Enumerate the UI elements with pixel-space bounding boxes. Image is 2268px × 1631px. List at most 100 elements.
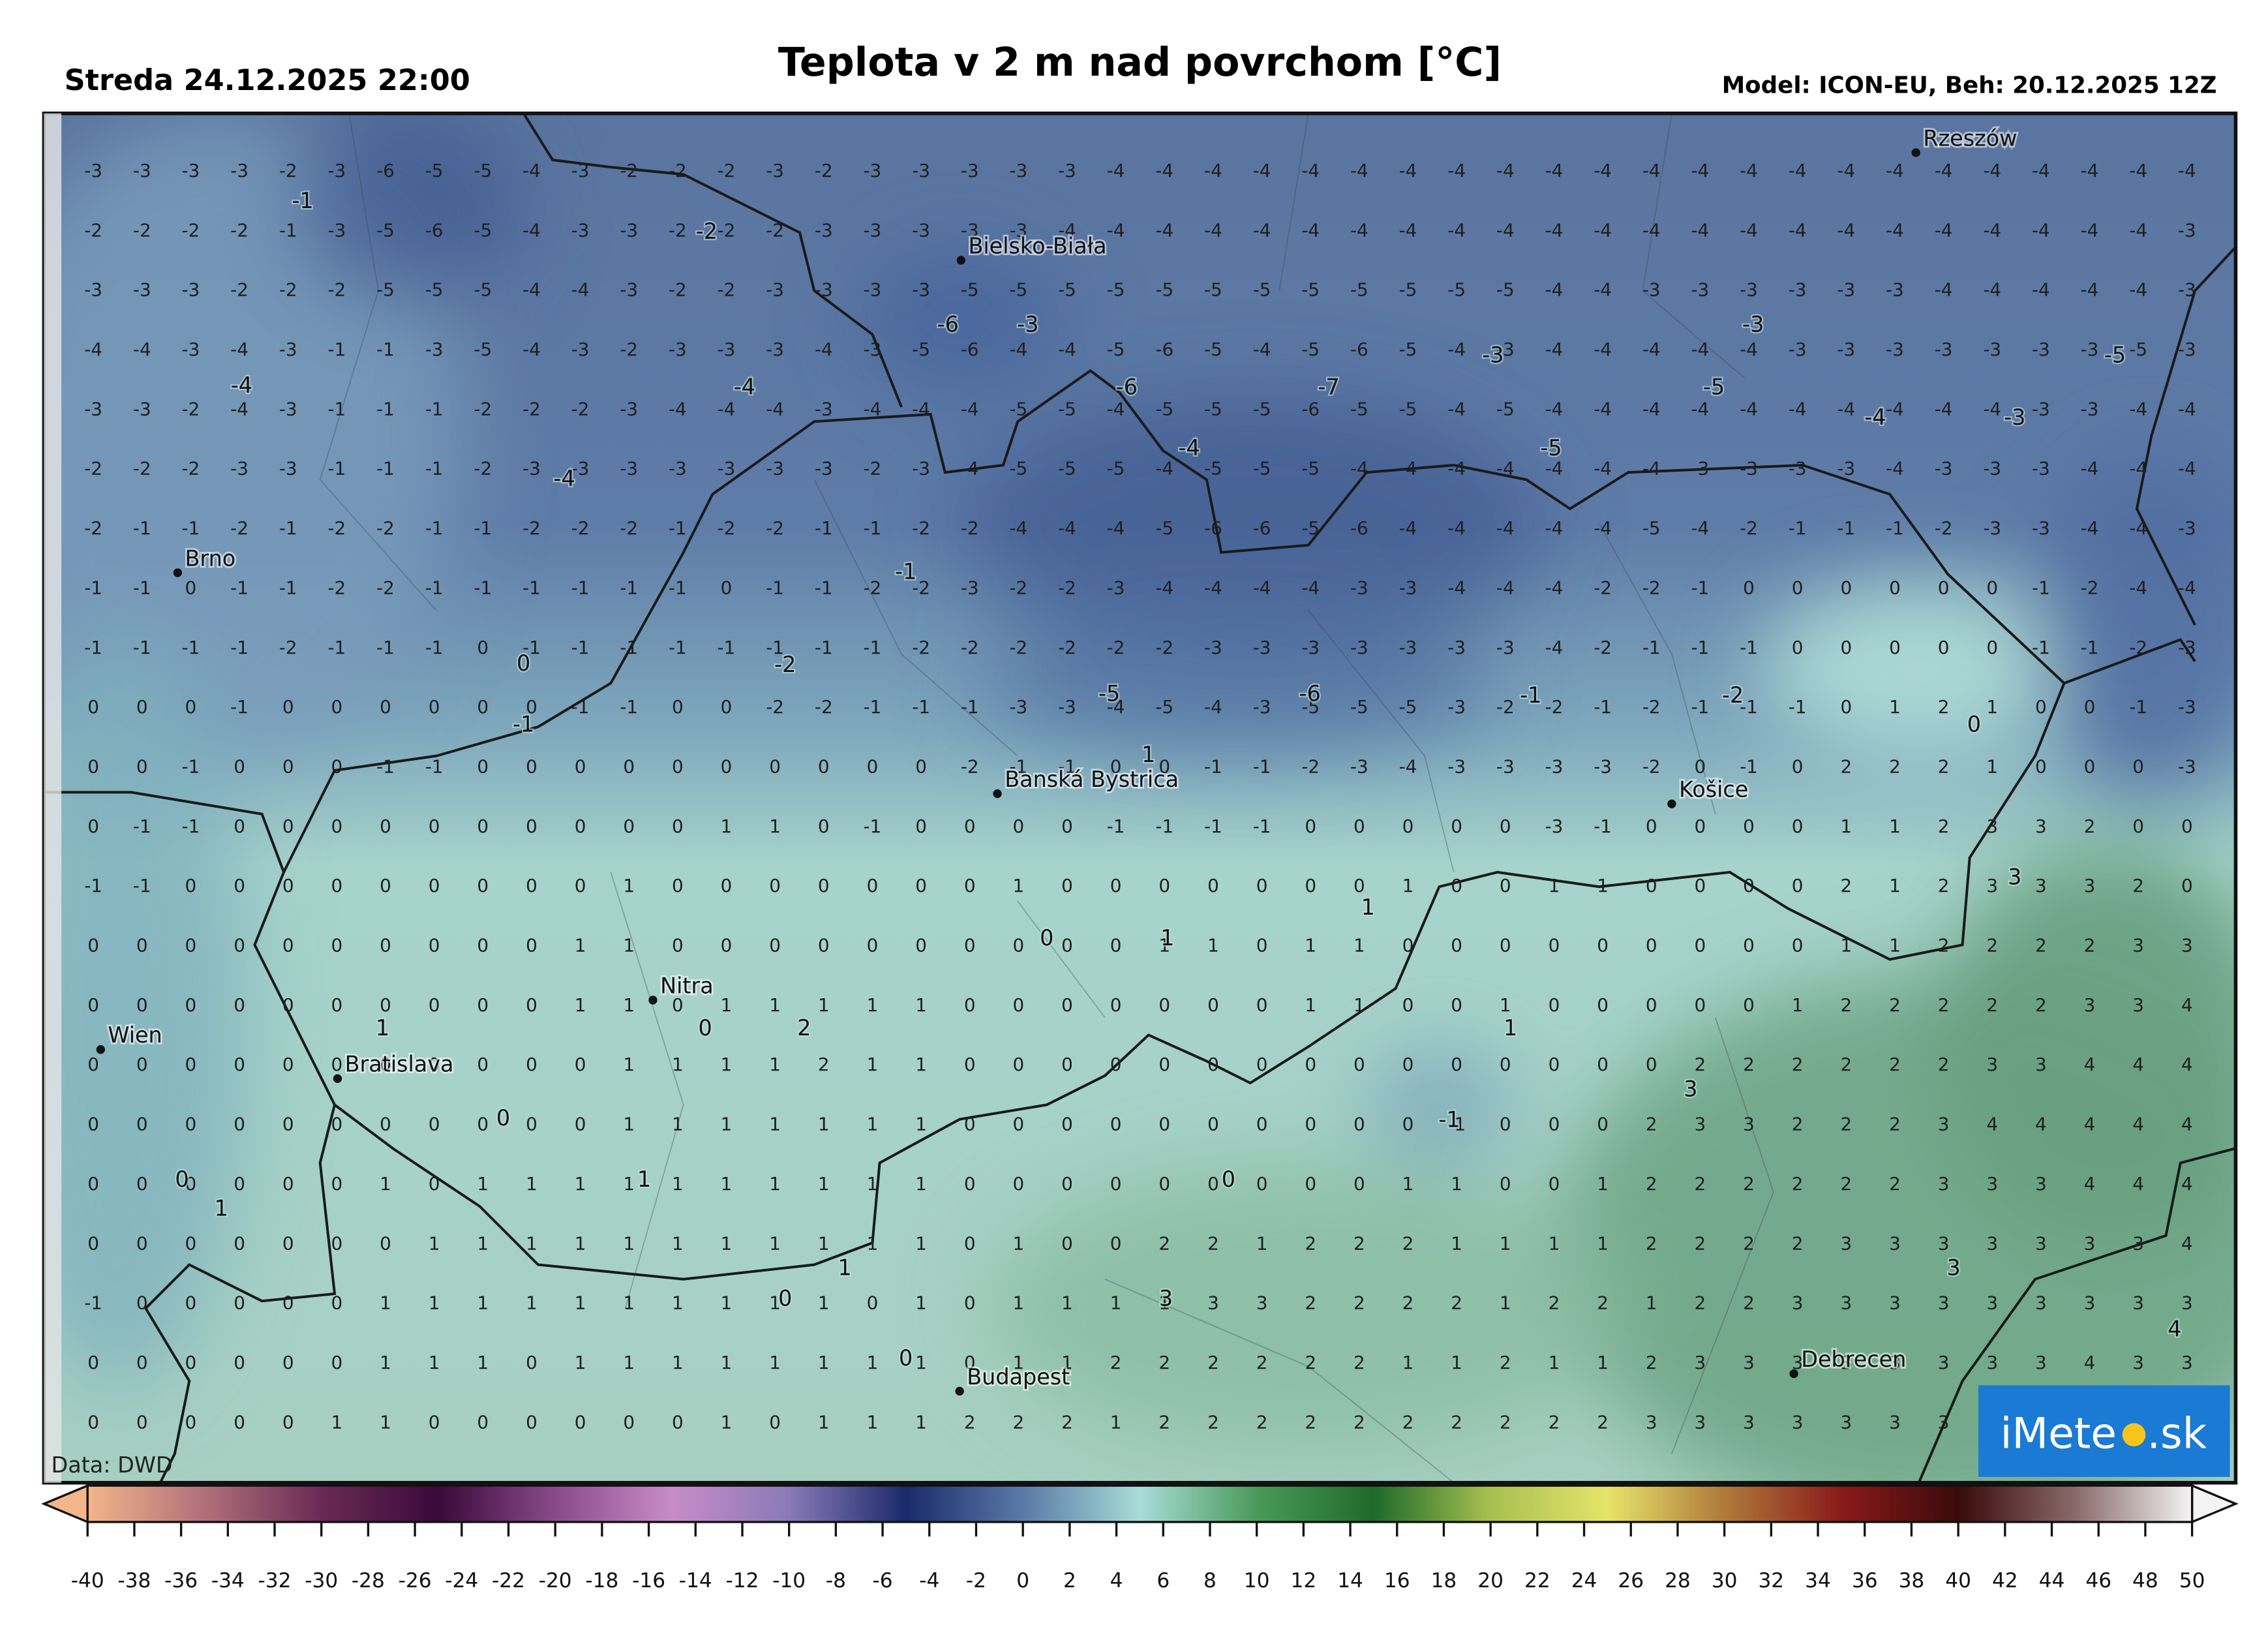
grid-value: 1	[915, 1114, 927, 1135]
grid-value: 2	[1353, 1292, 1365, 1314]
grid-value: 0	[1110, 755, 1122, 777]
grid-value: -3	[1058, 160, 1076, 181]
grid-value: 1	[1110, 1292, 1122, 1314]
grid-value: -2	[669, 160, 687, 181]
grid-value: 0	[185, 1292, 197, 1314]
grid-value: 0	[2035, 696, 2047, 718]
grid-value: 0	[1792, 935, 1804, 956]
grid-value: 1	[1986, 696, 1998, 718]
grid-value: 4	[2035, 1114, 2047, 1135]
grid-value: 0	[1743, 816, 1755, 837]
grid-value: 0	[526, 1114, 537, 1135]
grid-value: 1	[769, 1114, 781, 1135]
grid-value: 0	[526, 1411, 537, 1433]
data-credit: Data: DWD	[52, 1452, 173, 1478]
grid-value: 0	[477, 637, 489, 658]
grid-value: 2	[1207, 1411, 1219, 1433]
grid-value: 3	[2132, 994, 2144, 1016]
grid-value: -4	[522, 279, 541, 301]
grid-value: 1	[1597, 1352, 1609, 1373]
extremum-label: 0	[496, 1105, 510, 1131]
extremum-label: 0	[1222, 1166, 1235, 1192]
grid-value: 1	[1256, 1232, 1268, 1254]
grid-value: 0	[1792, 816, 1804, 837]
extremum-label: -4	[553, 466, 575, 491]
grid-value: -1	[815, 637, 833, 658]
grid-value: -2	[718, 279, 736, 301]
grid-value: 3	[1743, 1411, 1755, 1433]
city-name: Wien	[108, 1022, 162, 1048]
grid-value: -2	[864, 577, 882, 598]
grid-value: 3	[2084, 1292, 2096, 1314]
grid-value: -1	[1594, 816, 1612, 837]
grid-value: -1	[1740, 696, 1758, 718]
grid-value: -2	[1301, 755, 1320, 777]
grid-value: 0	[282, 1292, 294, 1314]
grid-value: 0	[575, 1054, 586, 1075]
grid-value: 1	[721, 1114, 733, 1135]
grid-value: 0	[1207, 1054, 1219, 1075]
grid-value: 2	[1889, 1173, 1901, 1195]
grid-value: -4	[1058, 517, 1076, 539]
grid-value: -2	[182, 398, 200, 419]
grid-value: 0	[1451, 875, 1462, 896]
grid-value: -2	[327, 517, 346, 539]
grid-value: -3	[230, 458, 249, 480]
grid-value: -2	[376, 577, 395, 598]
extremum-label: 3	[1159, 1285, 1173, 1311]
grid-value: -3	[2032, 398, 2050, 419]
grid-value: 1	[623, 994, 635, 1016]
grid-value: -1	[425, 398, 444, 419]
grid-value: 0	[429, 935, 440, 956]
grid-value: -1	[864, 816, 882, 837]
grid-value: 0	[185, 1054, 197, 1075]
colorbar-bar	[86, 1484, 2194, 1523]
grid-value: 0	[429, 1054, 440, 1075]
grid-value: -4	[1155, 160, 1173, 181]
grid-value: -3	[864, 219, 882, 241]
grid-value: -3	[669, 458, 687, 480]
grid-value: 0	[282, 1114, 294, 1135]
grid-value: 2	[1889, 755, 1901, 777]
grid-value: 2	[1353, 1411, 1365, 1433]
grid-value: -1	[84, 1292, 102, 1314]
grid-value: 2	[1938, 1054, 1950, 1075]
grid-value: 2	[1792, 1114, 1804, 1135]
grid-value: 0	[185, 577, 197, 598]
grid-value: 0	[1158, 994, 1170, 1016]
grid-value: 0	[331, 1054, 342, 1075]
grid-value: -3	[1789, 339, 1807, 360]
grid-value: 0	[964, 816, 976, 837]
grid-value: -5	[1301, 339, 1320, 360]
grid-value: 0	[1743, 577, 1755, 598]
grid-value: 0	[1451, 935, 1462, 956]
grid-value: 2	[1402, 1411, 1414, 1433]
grid-value: 1	[672, 1173, 684, 1195]
grid-value: 2	[1158, 1352, 1170, 1373]
grid-value: 1	[1451, 1232, 1462, 1254]
grid-value: 1	[623, 1114, 635, 1135]
grid-value: 0	[185, 935, 197, 956]
grid-value: 0	[234, 1114, 245, 1135]
grid-value: -1	[766, 577, 784, 598]
colorbar-tick-label: -22	[492, 1569, 525, 1593]
grid-value: -4	[1204, 219, 1222, 241]
grid-value: -3	[1447, 637, 1466, 658]
grid-value: -4	[1545, 219, 1564, 241]
grid-value: 0	[87, 696, 99, 718]
grid-value: 3	[1840, 1232, 1852, 1254]
grid-value: 2	[1743, 1173, 1755, 1195]
grid-value: -3	[815, 398, 833, 419]
grid-value: -2	[522, 517, 541, 539]
grid-value: -3	[279, 339, 297, 360]
grid-value: 3	[1889, 1352, 1901, 1373]
grid-value: -2	[1155, 637, 1173, 658]
grid-value: 1	[1597, 1232, 1609, 1254]
grid-value: -1	[864, 637, 882, 658]
colorbar-tick-label: -40	[71, 1569, 104, 1593]
grid-value: 0	[429, 816, 440, 837]
grid-value: -5	[474, 160, 492, 181]
grid-value: 0	[1500, 1054, 1511, 1075]
grid-value: 0	[1549, 1114, 1560, 1135]
grid-value: -4	[1983, 219, 2001, 241]
